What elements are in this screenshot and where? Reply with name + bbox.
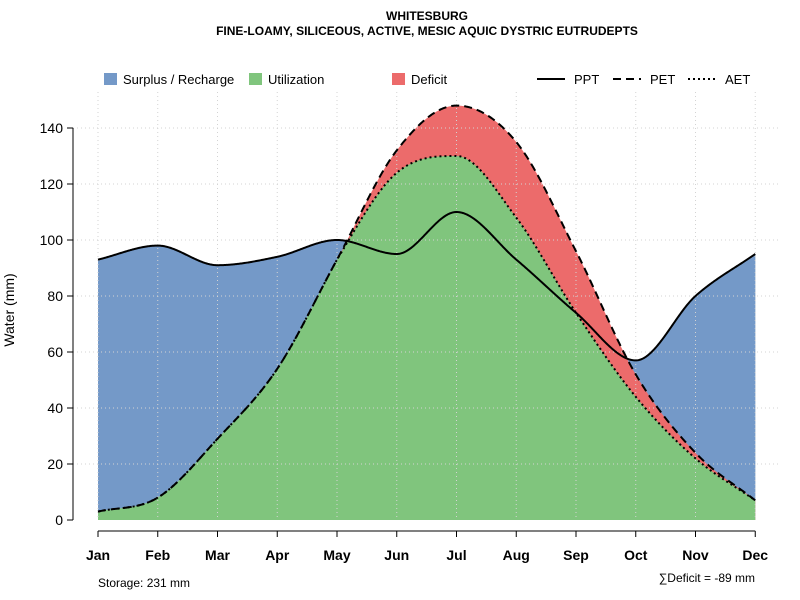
x-tick-label: Dec <box>742 547 768 563</box>
y-tick-label: 60 <box>47 344 63 360</box>
x-tick-label: Mar <box>205 547 230 563</box>
x-tick-label: Sep <box>563 547 589 563</box>
y-tick-label: 120 <box>40 176 64 192</box>
grid-group <box>73 92 780 520</box>
ppt-line <box>97 210 756 362</box>
legend-swatch-utilization <box>249 73 262 85</box>
legend-swatch-deficit <box>392 73 405 85</box>
x-tick-label: Jan <box>86 547 110 563</box>
y-tick-label: 40 <box>47 400 63 416</box>
lines-group <box>97 104 756 513</box>
legend-label: AET <box>725 72 750 87</box>
storage-label: Storage: 231 mm <box>98 576 190 590</box>
y-tick-label: 80 <box>47 288 63 304</box>
utilization-area <box>98 156 756 520</box>
x-tick-label: Oct <box>624 547 648 563</box>
x-tick-label: May <box>323 547 350 563</box>
legend: Surplus / Recharge Utilization Deficit PPT P… <box>104 72 750 87</box>
legend-label: Deficit <box>411 72 448 87</box>
surplus-overlay-area <box>627 254 756 501</box>
areas-group <box>98 100 756 520</box>
y-axis-label: Water (mm) <box>1 273 17 346</box>
legend-label: Surplus / Recharge <box>123 72 234 87</box>
x-tick-label: Apr <box>265 547 290 563</box>
x-tick-label: Aug <box>503 547 530 563</box>
aet-line <box>97 155 756 513</box>
y-tick-label: 20 <box>47 456 63 472</box>
chart-title: WHITESBURG <box>386 9 468 23</box>
x-tick-label: Jul <box>446 547 466 563</box>
x-tick-label: Feb <box>145 547 170 563</box>
legend-swatch-surplus-recharge <box>104 73 117 85</box>
x-tick-label: Jun <box>384 547 409 563</box>
legend-label: PPT <box>574 72 599 87</box>
legend-label: Utilization <box>268 72 324 87</box>
chart-subtitle: FINE-LOAMY, SILICEOUS, ACTIVE, MESIC AQU… <box>216 24 638 38</box>
y-tick-label: 100 <box>40 232 64 248</box>
x-tick-label: Nov <box>682 547 709 563</box>
deficit-sum-label: ∑Deficit = -89 mm <box>659 571 755 585</box>
legend-label: PET <box>650 72 675 87</box>
surplus-overlay-area <box>98 240 347 512</box>
y-tick-label: 0 <box>55 512 63 528</box>
y-tick-label: 140 <box>40 120 64 136</box>
axes-group: 0 20 40 60 80 100 120 140 Jan Feb Mar Apr May Jun Jul A… <box>40 120 769 563</box>
